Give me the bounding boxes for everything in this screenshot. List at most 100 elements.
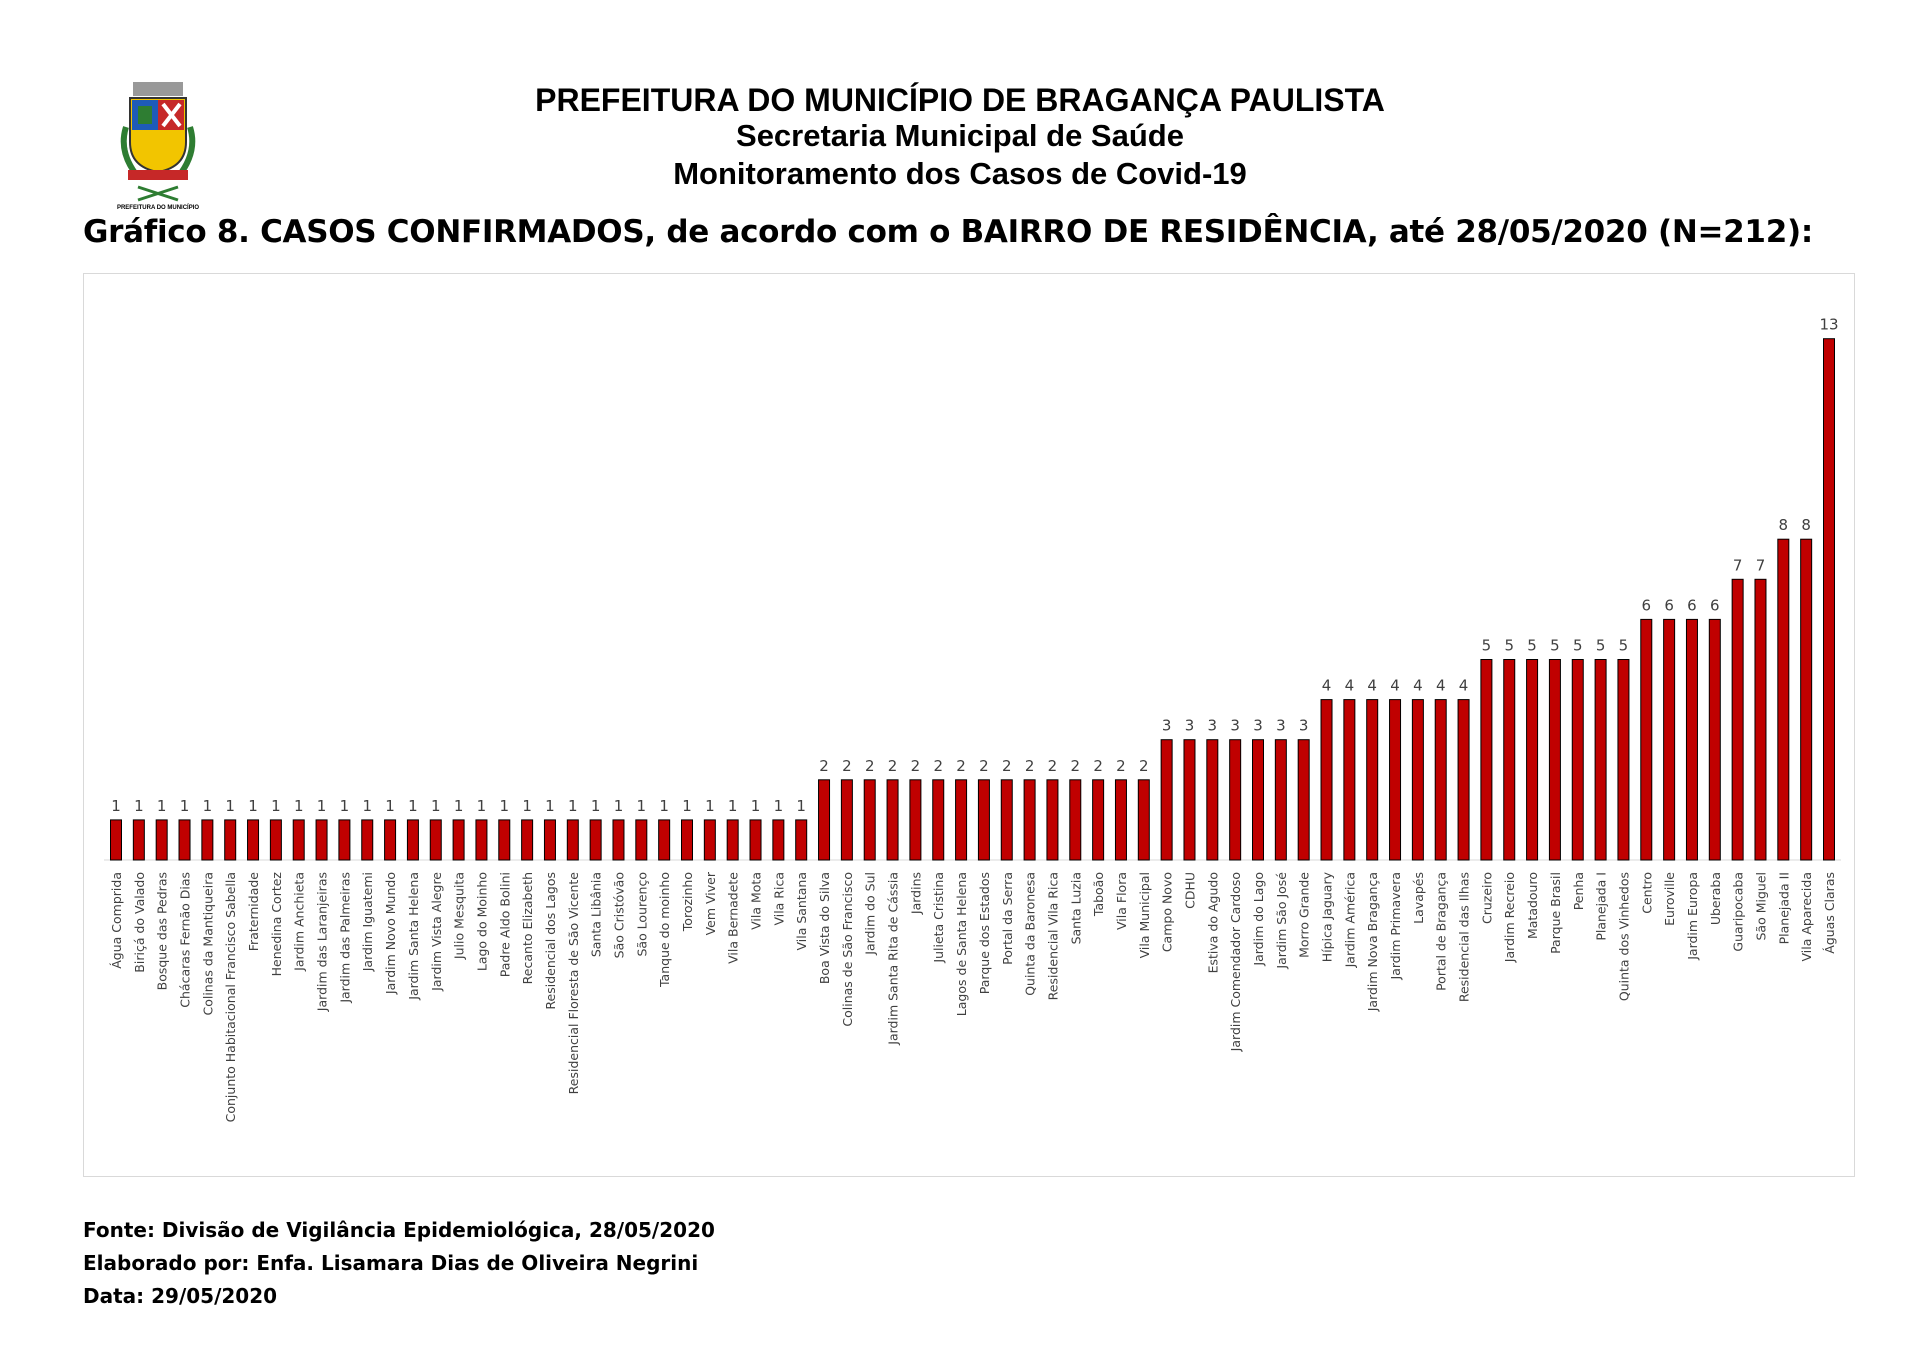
data-label: 6 <box>1642 596 1652 614</box>
bar <box>955 779 968 861</box>
data-label: 1 <box>454 797 464 815</box>
header-title: PREFEITURA DO MUNICÍPIO DE BRAGANÇA PAUL… <box>535 82 1385 118</box>
bar <box>543 819 556 861</box>
bar <box>1114 779 1127 861</box>
bar <box>1160 739 1173 861</box>
bar <box>1457 699 1470 861</box>
category-label: Recanto Elizabeth <box>520 872 535 984</box>
data-label: 3 <box>1185 717 1195 735</box>
category-label: Parque Brasil <box>1548 872 1563 954</box>
category-label: Centro <box>1639 872 1654 914</box>
category-label: Águas Claras <box>1822 872 1837 954</box>
category-label: Jardim Santa Rita de Cássia <box>886 872 901 1046</box>
category-label: Jardim São José <box>1274 872 1289 970</box>
category-label: Torozinho <box>680 872 695 932</box>
data-label: 4 <box>1459 677 1469 695</box>
category-label: CDHU <box>1182 872 1197 909</box>
category-label: Padre Aldo Bolini <box>497 872 512 977</box>
category-label: Quinta da Baronesa <box>1023 872 1038 996</box>
category-label: Guaripocaba <box>1731 872 1746 952</box>
bar <box>384 819 397 861</box>
footer-author: Elaborado por: Enfa. Lisamara Dias de Ol… <box>83 1251 699 1275</box>
category-label: Julieta Cristina <box>931 872 946 964</box>
category-label: Jardim Iguatemi <box>360 872 375 972</box>
category-label: Cruzeiro <box>1479 872 1494 924</box>
category-label: Jardim Novo Mundo <box>383 872 398 995</box>
bar <box>1708 618 1721 861</box>
bar <box>1594 659 1607 861</box>
bar <box>1617 659 1630 861</box>
data-label: 1 <box>180 797 190 815</box>
bar <box>635 819 648 861</box>
bar <box>1823 338 1835 861</box>
data-label: 8 <box>1779 516 1789 534</box>
bar <box>1754 578 1767 861</box>
category-label: Planejada II <box>1776 872 1791 944</box>
data-label: 3 <box>1230 717 1240 735</box>
data-label: 1 <box>614 797 624 815</box>
category-label: Santa Luzia <box>1068 872 1083 944</box>
data-label: 2 <box>1048 757 1058 775</box>
category-label: Vila Aparecida <box>1799 872 1814 962</box>
data-label: 2 <box>1002 757 1012 775</box>
data-label: 1 <box>408 797 418 815</box>
bar <box>932 779 945 861</box>
category-label: Água Comprida <box>109 872 124 969</box>
data-label: 2 <box>1116 757 1126 775</box>
category-label: Vila Santana <box>794 872 809 951</box>
bar <box>498 819 511 861</box>
category-label: Julio Mesquita <box>452 872 467 960</box>
category-label: Portal da Serra <box>1000 872 1015 965</box>
category-label: Jardins <box>908 872 923 915</box>
bar <box>1252 739 1264 861</box>
data-label: 2 <box>888 757 898 775</box>
category-label: Jardim das Palmeiras <box>337 872 352 1004</box>
category-label: Colinas da Mantiqueira <box>200 872 215 1016</box>
category-label: Lagos de Santa Helena <box>954 872 969 1016</box>
category-label: Biriçá do Valado <box>132 872 147 973</box>
header-subtitle: Secretaria Municipal de Saúde <box>736 118 1184 153</box>
category-label: Residencial Floresta de São Vicente <box>566 872 581 1095</box>
bar <box>726 819 739 861</box>
bar <box>315 819 328 861</box>
category-label: Vila Mota <box>749 872 764 930</box>
data-label: 1 <box>568 797 578 815</box>
data-label: 4 <box>1367 677 1377 695</box>
bar <box>1548 659 1561 861</box>
data-label: 1 <box>362 797 372 815</box>
category-label: Estiva do Agudo <box>1205 872 1220 973</box>
bar <box>110 819 122 861</box>
data-label: 1 <box>385 797 395 815</box>
category-label: Fraternidade <box>246 872 261 952</box>
category-label: Jardim América <box>1342 872 1357 968</box>
bar <box>1731 578 1744 861</box>
category-label: Uberaba <box>1708 872 1723 925</box>
bar <box>795 819 808 861</box>
data-label: 3 <box>1162 717 1172 735</box>
header-description: Monitoramento dos Casos de Covid-19 <box>673 156 1247 191</box>
footer-source: Fonte: Divisão de Vigilância Epidemiológ… <box>83 1218 715 1242</box>
data-label: 7 <box>1756 556 1766 574</box>
bar <box>612 819 625 861</box>
category-label: Portal de Bragança <box>1434 872 1449 991</box>
bar <box>361 819 374 861</box>
data-label: 4 <box>1390 677 1400 695</box>
data-label: 2 <box>979 757 989 775</box>
data-label: 1 <box>591 797 601 815</box>
data-label: 1 <box>317 797 327 815</box>
data-label: 1 <box>271 797 281 815</box>
data-label: 2 <box>842 757 852 775</box>
data-label: 2 <box>1093 757 1103 775</box>
bar <box>749 819 762 861</box>
category-label: Vila Flora <box>1114 872 1129 930</box>
data-label: 5 <box>1504 637 1514 655</box>
data-label: 1 <box>659 797 669 815</box>
data-label: 2 <box>956 757 966 775</box>
bar <box>132 819 145 861</box>
bar <box>658 819 671 861</box>
category-label: Jardim Santa Helena <box>406 872 421 1001</box>
data-label: 5 <box>1482 637 1492 655</box>
data-label: 1 <box>225 797 235 815</box>
category-label: Residencial das Ilhas <box>1457 872 1472 1002</box>
data-label: 5 <box>1527 637 1537 655</box>
